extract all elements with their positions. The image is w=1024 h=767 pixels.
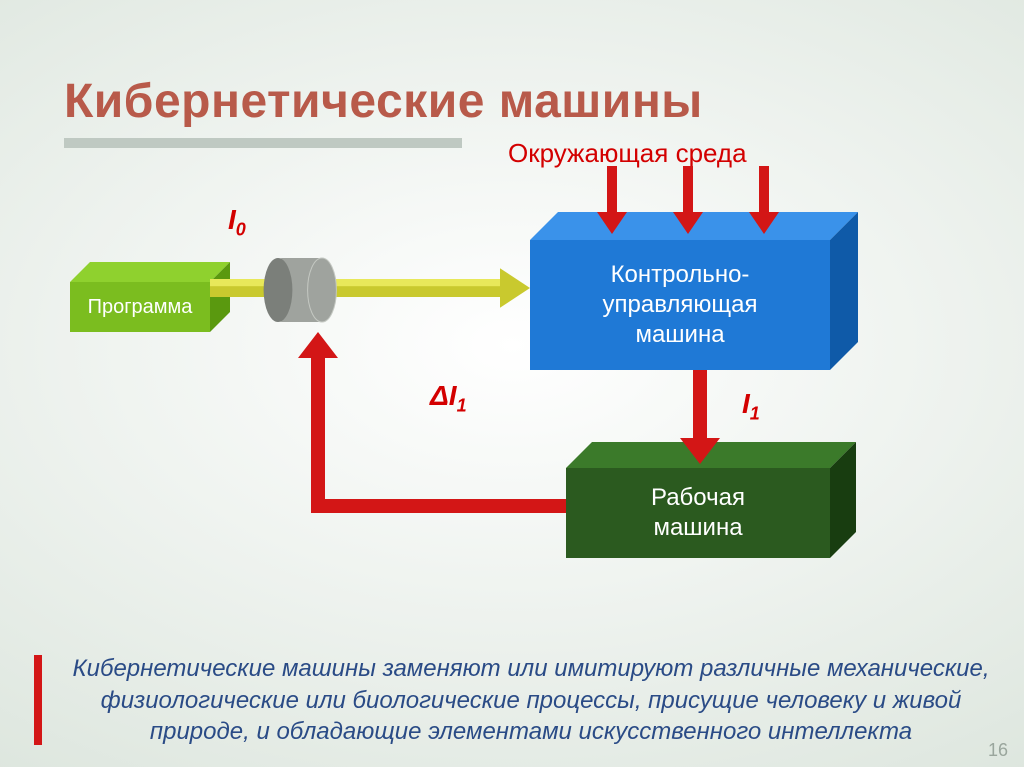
description-text: Кибернетические машины заменяют или имит… — [56, 653, 1006, 747]
flow-label-i1: I1 — [742, 388, 760, 425]
description-accent-bar — [34, 655, 42, 745]
flow-label-di1: ΔI1 — [430, 380, 467, 417]
description-block: Кибернетические машины заменяют или имит… — [34, 653, 1006, 747]
working-machine-box-label: Рабочая машина — [651, 483, 745, 543]
page-number: 16 — [988, 740, 1008, 761]
flow-label-i0: I0 — [228, 204, 246, 241]
slide-title: Кибернетические машины — [64, 74, 703, 129]
environment-label: Окружающая среда — [508, 138, 747, 169]
control-machine-box-label: Контрольно- управляющая машина — [603, 260, 758, 350]
program-box-label: Программа — [88, 295, 193, 320]
title-underline — [64, 138, 462, 148]
program-box: Программа — [70, 282, 230, 332]
working-machine-box: Рабочая машина — [566, 468, 856, 558]
control-machine-box: Контрольно- управляющая машина — [530, 240, 858, 370]
